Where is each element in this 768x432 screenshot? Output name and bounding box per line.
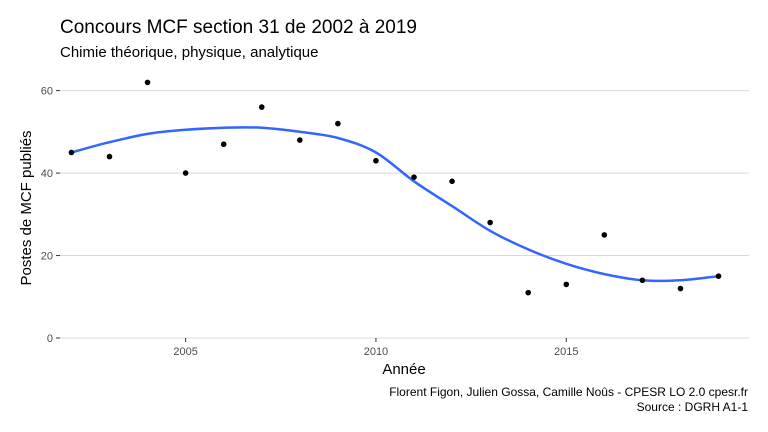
x-axis-title: Année [382, 361, 425, 378]
x-axis-ticks: 2005 2010 2015 [173, 338, 579, 358]
y-tick-label: 40 [41, 168, 53, 180]
y-tick-label: 60 [41, 86, 53, 98]
data-point [373, 157, 379, 164]
caption-source: Source : DGRH A1-1 [637, 400, 749, 414]
data-point [449, 178, 455, 185]
smooth-layer [70, 126, 720, 283]
smooth-trend-line [70, 126, 720, 283]
y-tick-label: 0 [47, 333, 53, 345]
x-tick-label: 2005 [173, 346, 197, 358]
x-tick-label: 2015 [554, 346, 578, 358]
data-point [220, 141, 227, 148]
data-point [715, 273, 722, 279]
y-tick-label: 20 [41, 251, 53, 263]
data-point [639, 277, 646, 284]
data-point [563, 281, 570, 288]
data-point [68, 149, 75, 156]
data-point [601, 232, 608, 238]
chart-subtitle: Chimie théorique, physique, analytique [60, 44, 319, 61]
data-point [525, 289, 532, 296]
y-axis-ticks: 0 20 40 60 [41, 86, 60, 345]
data-point [487, 219, 493, 226]
data-point [144, 79, 151, 86]
data-point [335, 120, 341, 127]
grid-lines [60, 90, 749, 339]
y-axis-title: Postes de MCF publiés [18, 130, 35, 285]
data-points [68, 79, 722, 296]
x-tick-label: 2010 [364, 346, 388, 358]
data-point [106, 153, 113, 160]
caption-authors: Florent Figon, Julien Gossa, Camille Noû… [389, 385, 748, 399]
data-point [258, 104, 265, 110]
data-point [677, 285, 684, 292]
chart-title: Concours MCF section 31 de 2002 à 2019 [60, 17, 417, 38]
data-point [182, 170, 189, 176]
data-point [411, 174, 417, 180]
data-point [297, 137, 303, 143]
